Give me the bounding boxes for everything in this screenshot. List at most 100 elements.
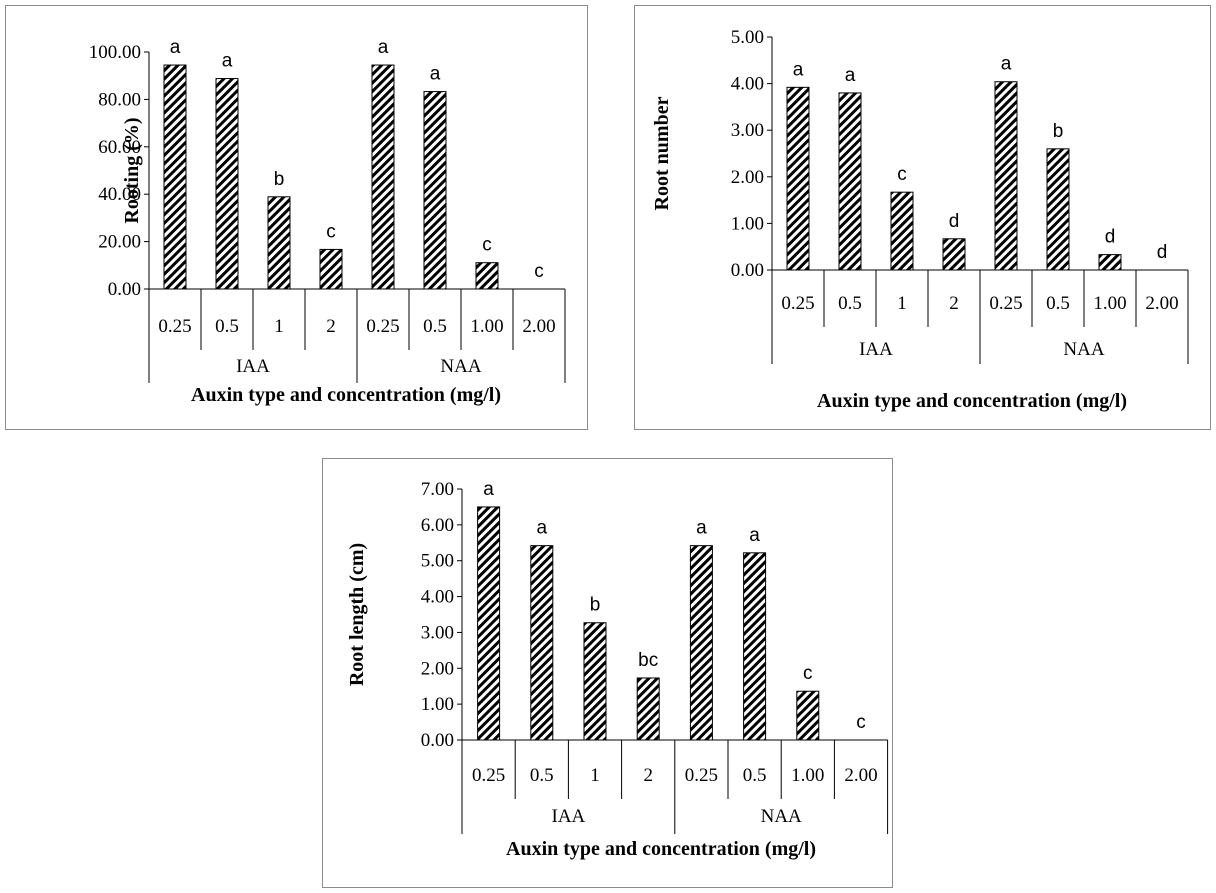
root-length-bar: [743, 552, 767, 741]
root-number-bar: [890, 191, 914, 271]
root-length-significance-letter: b: [590, 595, 601, 616]
y-tick-label: 0.00: [731, 260, 764, 281]
rooting-significance-letter: b: [274, 169, 285, 190]
rooting-bar: [371, 64, 395, 290]
chart-panel-root-length: 0.00 1.00 2.00 3.00 4.00 5.00 6.00 7.00 0.25 a 0.5…: [322, 458, 893, 888]
root-number-significance-letter: a: [793, 59, 804, 80]
y-axis-title: Rooting (%): [121, 117, 143, 223]
y-tick-label: 1.00: [421, 694, 454, 715]
x-category-label: 0.25: [685, 765, 718, 786]
y-tick-label: 4.00: [421, 587, 454, 608]
rooting-significance-letter: a: [170, 37, 181, 58]
y-axis-title: Root length (cm): [346, 543, 368, 686]
root-length-bar: [796, 690, 820, 741]
x-category-label: 1.00: [470, 316, 503, 337]
root-length-significance-letter: c: [856, 712, 866, 733]
y-tick-label: 0.00: [108, 279, 141, 300]
y-axis-title: Root number: [651, 96, 673, 210]
x-category-label: 1: [897, 293, 907, 314]
y-tick-label: 3.00: [421, 622, 454, 643]
y-tick-label: 60.00: [98, 137, 141, 158]
root-number-significance-letter: b: [1053, 121, 1064, 142]
rooting-bar: [475, 262, 499, 290]
rooting-chart: 0.00 20.00 40.00 60.00 80.00 100.00 0.25 a 0.5 a 1…: [89, 37, 566, 406]
x-category-label: 0.25: [989, 293, 1022, 314]
root-length-significance-letter: a: [537, 518, 548, 539]
x-category-label: 0.25: [472, 765, 505, 786]
root-number-significance-letter: d: [1105, 227, 1116, 248]
x-axis-title: Auxin type and concentration (mg/l): [817, 390, 1127, 412]
root-length-bar: [636, 677, 660, 741]
y-tick-label: 3.00: [731, 120, 764, 141]
rooting-significance-letter: c: [482, 235, 492, 256]
root-number-significance-letter: d: [949, 211, 960, 232]
x-category-label: 2.00: [1145, 293, 1178, 314]
x-group-label: NAA: [761, 806, 802, 827]
x-axis-title: Auxin type and concentration (mg/l): [191, 384, 501, 406]
rooting-bar: [423, 91, 447, 290]
x-category-label: 2: [949, 293, 959, 314]
y-tick-label: 4.00: [731, 74, 764, 95]
root-length-significance-letter: bc: [638, 650, 658, 671]
x-category-label: 0.25: [158, 316, 191, 337]
rooting-significance-letter: a: [378, 37, 389, 58]
x-axis-title: Auxin type and concentration (mg/l): [506, 838, 816, 860]
rooting-significance-letter: c: [326, 221, 336, 242]
y-tick-label: 5.00: [731, 27, 764, 48]
rooting-significance-letter: a: [430, 64, 441, 85]
rooting-significance-letter: a: [222, 51, 233, 72]
x-category-label: 0.5: [838, 293, 862, 314]
y-tick-label: 20.00: [98, 232, 141, 253]
x-category-label: 2.00: [844, 765, 877, 786]
root-number-bar: [1046, 148, 1070, 271]
root-length-bar: [477, 506, 501, 741]
y-tick-label: 100.00: [89, 42, 141, 63]
y-tick-label: 80.00: [98, 89, 141, 110]
y-tick-label: 1.00: [731, 213, 764, 234]
x-group-label: IAA: [236, 356, 270, 377]
x-group-label: IAA: [859, 339, 893, 360]
rooting-significance-letter: c: [534, 261, 544, 282]
x-category-label: 1: [274, 316, 284, 337]
chart-panel-root-number: 0.00 1.00 2.00 3.00 4.00 5.00 0.25 a 0.5 a 1 c 2 d 0.2…: [634, 5, 1211, 430]
x-category-label: 2.00: [522, 316, 555, 337]
x-category-label: 1.00: [791, 765, 824, 786]
rooting-bar: [319, 248, 343, 290]
root-length-bar: [530, 545, 554, 741]
y-tick-label: 40.00: [98, 184, 141, 205]
x-category-label: 0.5: [1046, 293, 1070, 314]
root-number-bar: [994, 81, 1018, 271]
x-group-label: NAA: [440, 356, 481, 377]
x-category-label: 0.5: [423, 316, 447, 337]
root-number-significance-letter: c: [897, 164, 907, 185]
x-category-label: 0.5: [743, 765, 767, 786]
chart-panel-rooting: 0.00 20.00 40.00 60.00 80.00 100.00 0.25 a 0.5 a 1…: [5, 5, 588, 430]
root-length-chart: 0.00 1.00 2.00 3.00 4.00 5.00 6.00 7.00 0.25 a 0.5…: [346, 479, 889, 860]
x-category-label: 1: [590, 765, 600, 786]
root-number-chart: 0.00 1.00 2.00 3.00 4.00 5.00 0.25 a 0.5 a 1 c 2 d 0.2…: [651, 27, 1189, 412]
x-category-label: 1.00: [1093, 293, 1126, 314]
root-length-significance-letter: a: [696, 518, 707, 539]
root-number-significance-letter: d: [1157, 242, 1168, 263]
root-length-bar: [689, 545, 713, 741]
root-number-bar: [838, 92, 862, 271]
x-group-label: NAA: [1063, 339, 1104, 360]
root-number-significance-letter: a: [845, 65, 856, 86]
root-number-bar: [942, 238, 966, 271]
root-length-significance-letter: a: [749, 525, 760, 546]
y-tick-label: 2.00: [731, 167, 764, 188]
root-number-significance-letter: a: [1001, 54, 1012, 75]
root-number-bar: [1098, 254, 1122, 271]
x-category-label: 0.25: [366, 316, 399, 337]
x-category-label: 2: [326, 316, 336, 337]
rooting-bar: [215, 78, 239, 290]
root-number-bar: [786, 86, 810, 271]
x-category-label: 0.5: [215, 316, 239, 337]
root-length-significance-letter: c: [803, 663, 813, 684]
y-tick-label: 6.00: [421, 515, 454, 536]
y-tick-label: 0.00: [421, 730, 454, 751]
rooting-bar: [267, 196, 291, 290]
y-tick-label: 5.00: [421, 551, 454, 572]
x-group-label: IAA: [552, 806, 586, 827]
root-length-significance-letter: a: [483, 479, 494, 500]
